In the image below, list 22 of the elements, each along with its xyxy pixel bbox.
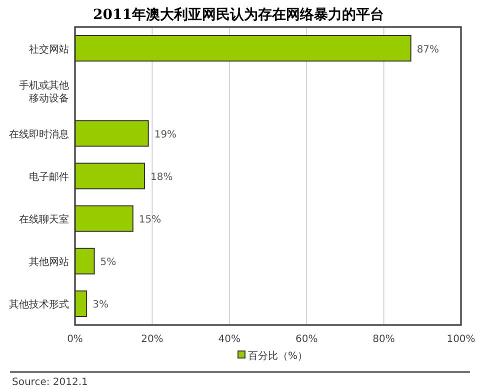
data-label: 87% [416,44,440,56]
x-tick-label: 80% [372,334,395,345]
x-tick-label: 20% [141,334,164,345]
data-label: 5% [100,257,116,268]
legend-label: 百分比（%） [248,350,308,362]
y-tick-label: 其他技术形式 [9,298,69,311]
x-tick-label: 40% [218,334,241,345]
source-note: Source: 2012.1 [12,377,88,388]
y-tick-label: 在线即时消息 [9,128,69,140]
y-tick-label: 在线聊天室 [19,214,69,226]
data-label: 19% [154,129,177,140]
data-label: 15% [138,214,162,226]
data-label: 3% [92,300,108,311]
y-tick-label: 社交网站 [29,43,69,56]
x-tick-label: 60% [295,334,318,345]
y-tick-label: 其他网站 [29,256,69,268]
y-tick-label: 电子邮件 [29,171,69,183]
x-tick-label: 0% [67,334,83,345]
y-tick-label: 手机或其他移动设备 [19,79,69,104]
x-tick-label: 100% [446,334,476,345]
data-label: 18% [150,172,173,183]
chart-title: 2011年澳大利亚网民认为存在网络暴力的平台 [93,7,384,23]
